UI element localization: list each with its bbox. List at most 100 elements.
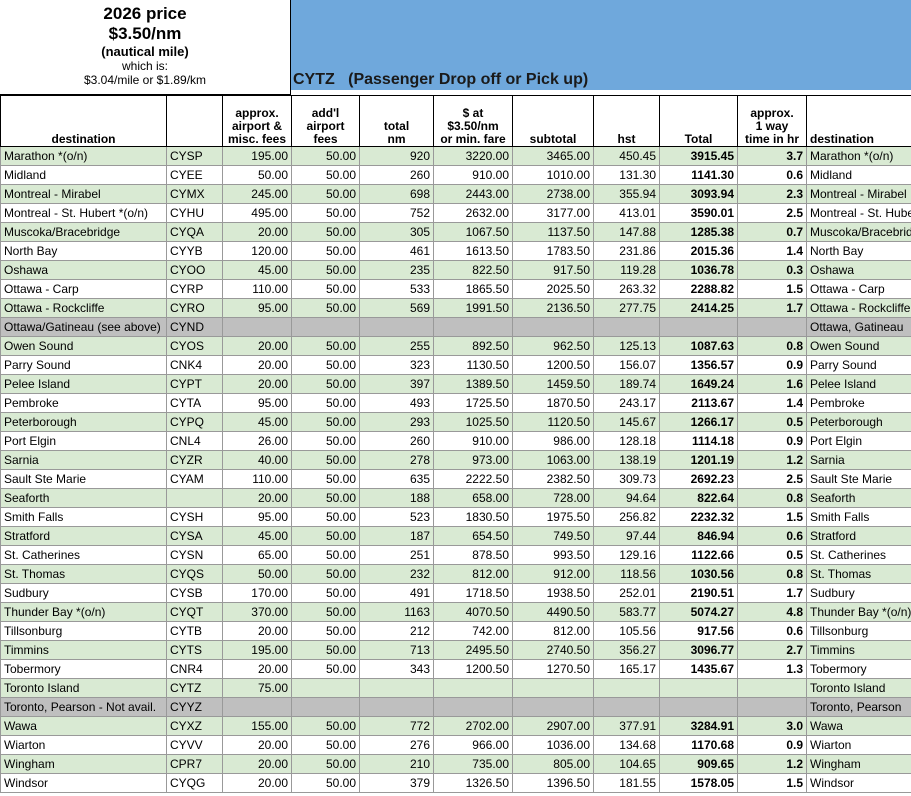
cell: 1201.19: [659, 450, 738, 470]
cell: 1200.50: [512, 355, 594, 375]
table-row: Wiarton CYVV 20.00 50.00 276 966.00 1036.00 134…: [0, 735, 911, 755]
cell: 962.50: [512, 336, 594, 356]
table-row: Peterborough CYPQ 45.00 50.00 293 1025.50 1120…: [0, 412, 911, 432]
cell: 50.00: [291, 279, 360, 299]
cell: 50.00: [291, 450, 360, 470]
cell: 0.6: [737, 621, 807, 641]
cell: 3465.00: [512, 146, 594, 166]
cell: CYSH: [166, 507, 223, 527]
cell: St. Catherines: [806, 545, 911, 565]
cell: CPR7: [166, 754, 223, 774]
cell: CNL4: [166, 431, 223, 451]
column-header: add'l airport fees: [291, 95, 360, 147]
cell: 50.00: [291, 754, 360, 774]
cell: 251: [359, 545, 434, 565]
cell: 1389.50: [433, 374, 513, 394]
cell: 635: [359, 469, 434, 489]
cell: Pembroke: [0, 393, 167, 413]
cell: 1.2: [737, 754, 807, 774]
cell: 3220.00: [433, 146, 513, 166]
cell: 397: [359, 374, 434, 394]
price-title: 2026 price: [103, 4, 187, 23]
cell: 75.00: [222, 678, 292, 698]
cell: 4.8: [737, 602, 807, 622]
cell: 569: [359, 298, 434, 318]
cell: Sault Ste Marie: [806, 469, 911, 489]
cell: 2025.50: [512, 279, 594, 299]
column-header: Total: [659, 95, 738, 147]
cell: 26.00: [222, 431, 292, 451]
cell: 1036.00: [512, 735, 594, 755]
cell: 235: [359, 260, 434, 280]
cell: Toronto, Pearson - Not avail.: [0, 697, 167, 717]
cell: 278: [359, 450, 434, 470]
cell: 583.77: [593, 602, 660, 622]
banner: CYTZ (Passenger Drop off or Pick up): [291, 0, 911, 90]
cell: 95.00: [222, 507, 292, 527]
cell: Ottawa - Carp: [806, 279, 911, 299]
cell: 20.00: [222, 773, 292, 793]
cell: 50.00: [291, 469, 360, 489]
cell: 125.13: [593, 336, 660, 356]
cell: Wiarton: [0, 735, 167, 755]
column-header: destination: [0, 95, 167, 147]
cell: Marathon *(o/n): [0, 146, 167, 166]
cell: Thunder Bay *(o/n): [806, 602, 911, 622]
cell: 129.16: [593, 545, 660, 565]
cell: 909.65: [659, 754, 738, 774]
cell: 910.00: [433, 431, 513, 451]
cell: CYQS: [166, 564, 223, 584]
column-header: $ at $3.50/nm or min. fare: [433, 95, 513, 147]
cell: [659, 678, 738, 698]
cell: 1830.50: [433, 507, 513, 527]
cell: 1285.38: [659, 222, 738, 242]
cell: 45.00: [222, 526, 292, 546]
cell: 0.9: [737, 735, 807, 755]
cell: 1114.18: [659, 431, 738, 451]
cell: 50.00: [291, 488, 360, 508]
cell: Montreal - St. Hubert *(o/n): [0, 203, 167, 223]
cell: 2222.50: [433, 469, 513, 489]
table-row: Ottawa/Gatineau (see above) CYND Ottawa, G…: [0, 317, 911, 337]
cell: 2740.50: [512, 640, 594, 660]
cell: 155.00: [222, 716, 292, 736]
cell: Muscoka/Bracebridge: [0, 222, 167, 242]
cell: 110.00: [222, 279, 292, 299]
cell: 195.00: [222, 146, 292, 166]
cell: 2.5: [737, 469, 807, 489]
cell: 728.00: [512, 488, 594, 508]
cell: Pelee Island: [0, 374, 167, 394]
cell: 187: [359, 526, 434, 546]
cell: 1170.68: [659, 735, 738, 755]
cell: Port Elgin: [0, 431, 167, 451]
cell: CYTB: [166, 621, 223, 641]
cell: CYXZ: [166, 716, 223, 736]
table-row: Windsor CYQG 20.00 50.00 379 1326.50 1396.50 18…: [0, 773, 911, 793]
table-row: Parry Sound CNK4 20.00 50.00 323 1130.50 1200.…: [0, 355, 911, 375]
price-table: destination approx. airport & misc. fees a…: [0, 95, 911, 793]
cell: 110.00: [222, 469, 292, 489]
cell: Owen Sound: [806, 336, 911, 356]
table-row: Toronto Island CYTZ 75.00 Toronto Island: [0, 678, 911, 698]
cell: 533: [359, 279, 434, 299]
cell: 1.5: [737, 507, 807, 527]
table-body: Marathon *(o/n) CYSP 195.00 50.00 920 3220.00…: [0, 146, 911, 793]
cell: 1356.57: [659, 355, 738, 375]
cell: Timmins: [806, 640, 911, 660]
cell: 355.94: [593, 184, 660, 204]
cell: 495.00: [222, 203, 292, 223]
cell: Ottawa - Rockcliffe: [806, 298, 911, 318]
table-row: Smith Falls CYSH 95.00 50.00 523 1830.50 1975.…: [0, 507, 911, 527]
table-row: Muscoka/Bracebridge CYQA 20.00 50.00 305 1067…: [0, 222, 911, 242]
cell: 120.00: [222, 241, 292, 261]
cell: Port Elgin: [806, 431, 911, 451]
cell: Parry Sound: [806, 355, 911, 375]
cell: 1975.50: [512, 507, 594, 527]
cell: Parry Sound: [0, 355, 167, 375]
cell: 50.00: [291, 374, 360, 394]
cell: CYPQ: [166, 412, 223, 432]
cell: Stratford: [806, 526, 911, 546]
cell: 2190.51: [659, 583, 738, 603]
cell: 2738.00: [512, 184, 594, 204]
table-row: Sarnia CYZR 40.00 50.00 278 973.00 1063.00 138.…: [0, 450, 911, 470]
